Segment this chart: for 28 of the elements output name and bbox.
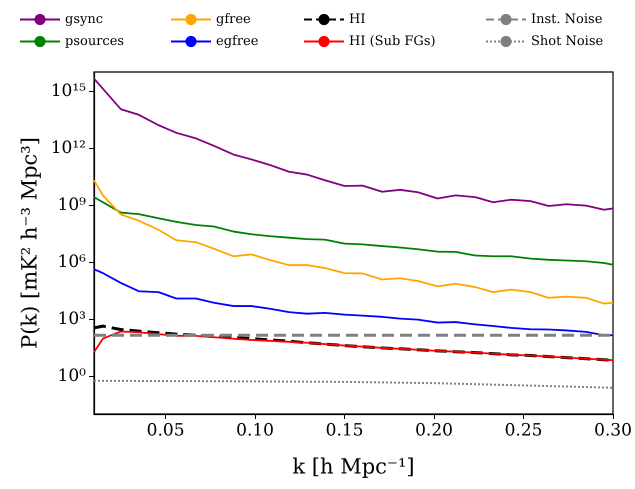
y-tick-label: 10⁹ [58, 195, 86, 215]
y-axis-title: P(k) [mK² h⁻³ Mpc³] [17, 137, 42, 349]
y-tick-label: 10¹² [50, 138, 86, 158]
legend-label: egfree [216, 34, 259, 49]
legend-label: psources [65, 34, 124, 49]
x-tick-label: 0.10 [236, 420, 274, 440]
legend-label: Shot Noise [531, 34, 604, 49]
y-tick-label: 10⁰ [58, 366, 86, 386]
legend-label: Inst. Noise [531, 12, 603, 27]
legend-label: HI (Sub FGs) [349, 34, 436, 49]
x-tick-label: 0.30 [594, 420, 632, 440]
legend-label: gsync [65, 12, 103, 27]
x-tick-label: 0.15 [326, 420, 364, 440]
y-tick-label: 10³ [58, 309, 86, 329]
line-series [93, 179, 614, 304]
line-series [93, 196, 614, 266]
legend-label: gfree [216, 12, 252, 27]
y-tick-label: 10¹⁵ [50, 81, 86, 101]
line-series [93, 380, 614, 389]
line-series [93, 268, 614, 336]
line-series [93, 78, 614, 211]
y-tick-label: 10⁶ [58, 252, 86, 272]
line-series [93, 330, 614, 362]
x-tick-label: 0.05 [146, 420, 185, 440]
legend-label: HI [349, 12, 366, 27]
x-tick-label: 0.25 [504, 420, 542, 440]
x-tick-label: 0.20 [415, 420, 453, 440]
x-axis-title: k [h Mpc⁻¹] [292, 454, 415, 478]
